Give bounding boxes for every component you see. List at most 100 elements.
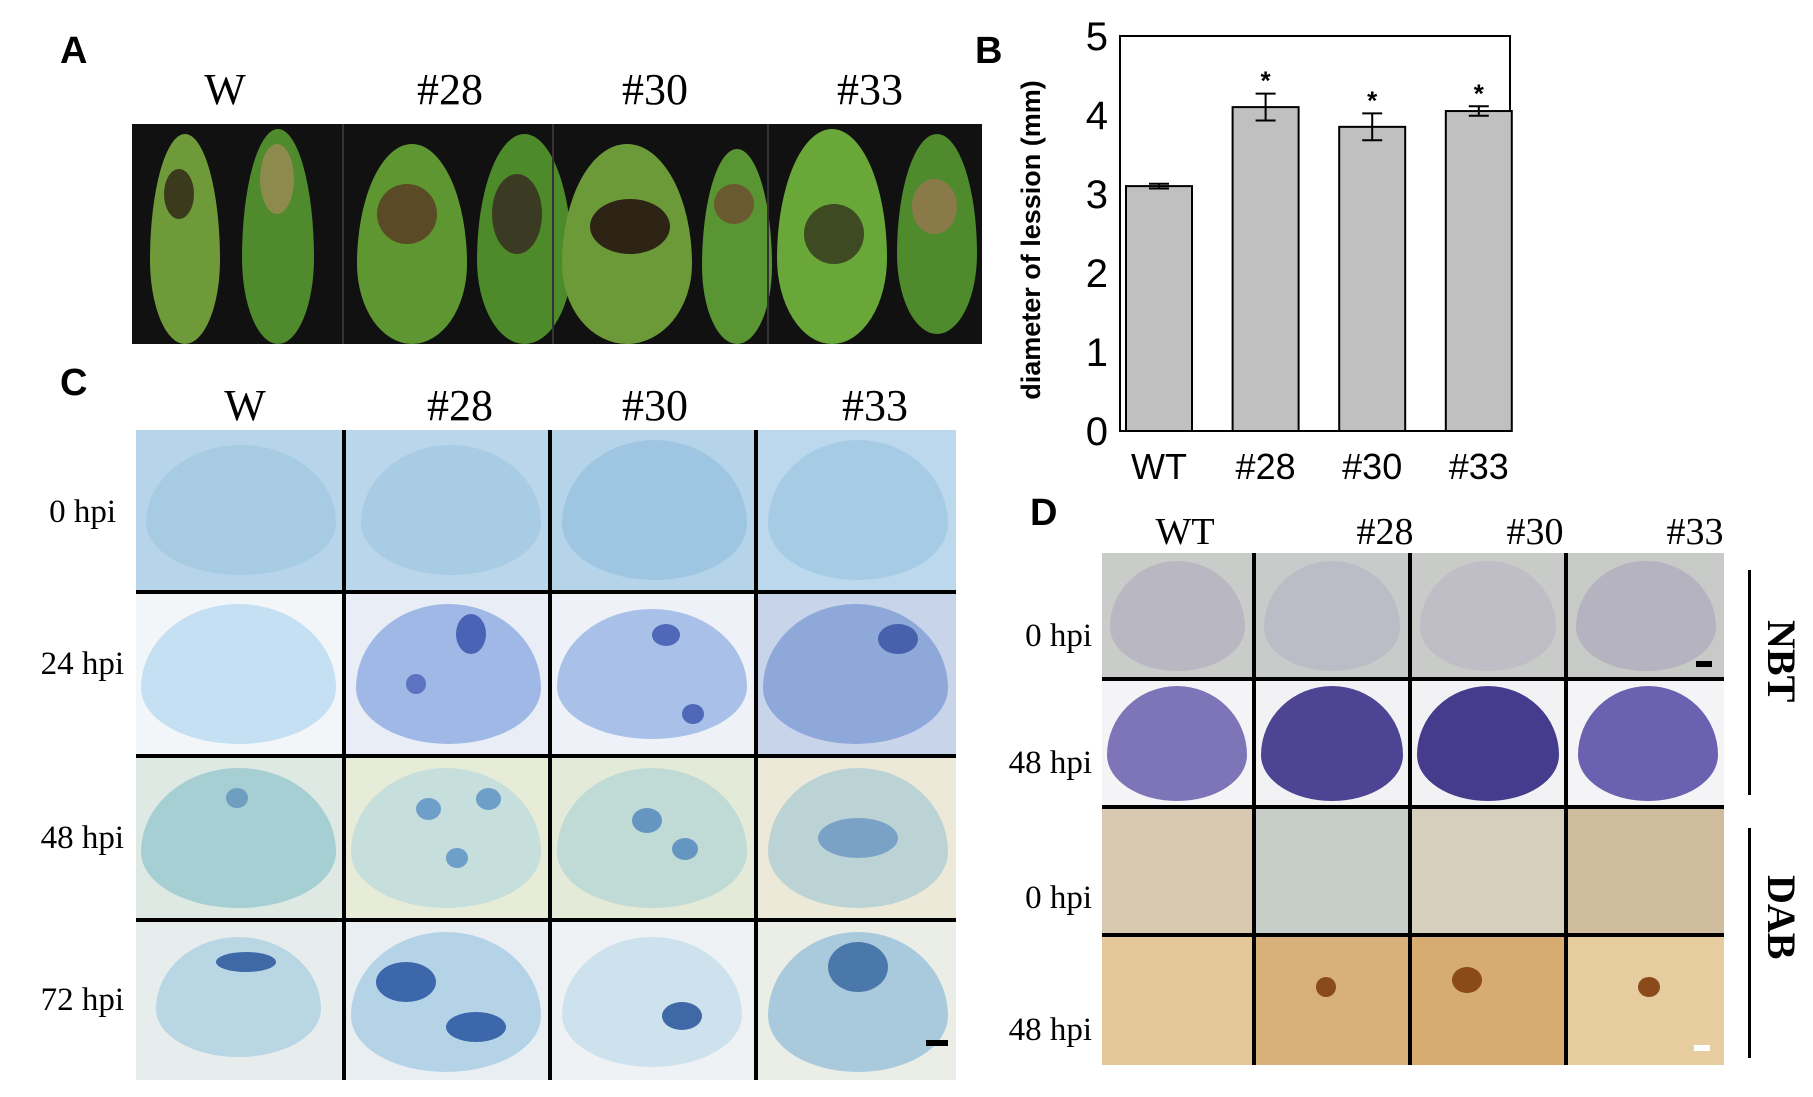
stain-cell <box>1102 681 1252 805</box>
panel-a-col-label: #33 <box>837 65 903 114</box>
divider <box>767 124 769 344</box>
stain-cell <box>552 594 754 754</box>
stain-spot <box>446 848 468 868</box>
leaf <box>1110 561 1245 671</box>
panel-c-col-label: #28 <box>427 381 493 430</box>
dab-bracket-line <box>1748 828 1751 1058</box>
y-tick-label: 1 <box>1086 331 1108 375</box>
stain-cell <box>1412 937 1564 1065</box>
panel-c-row-label: 24 hpi <box>40 646 124 682</box>
stain-cell <box>1256 553 1408 677</box>
lesion <box>492 174 542 254</box>
lesion <box>260 144 294 214</box>
stain-cell <box>346 758 548 918</box>
panel-a-letter: A <box>60 30 88 72</box>
leaf <box>763 604 948 744</box>
leaf <box>562 440 747 580</box>
panel-d-row-label: 0 hpi <box>1025 880 1092 916</box>
stain-cell <box>1568 809 1724 933</box>
x-category-label: #33 <box>1449 446 1509 487</box>
lesion <box>804 204 864 264</box>
leaf <box>351 768 541 908</box>
panel-a-col-label: #28 <box>417 65 483 114</box>
panel-d-row-label: 48 hpi <box>1008 745 1092 781</box>
lesion <box>377 184 437 244</box>
panel-d-col-label: #30 <box>1506 511 1564 553</box>
panel-d-stain-grid <box>1102 553 1724 1065</box>
stain-spot <box>818 818 898 858</box>
y-tick-label: 2 <box>1086 252 1108 296</box>
y-tick-label: 5 <box>1086 15 1108 59</box>
stain-cell <box>758 430 956 590</box>
stain-cell <box>1102 809 1252 933</box>
panel-c-trypan-grid <box>136 430 956 1080</box>
bar <box>1444 110 1513 433</box>
bar <box>1338 125 1407 432</box>
stain-cell <box>758 922 956 1080</box>
panel-a-col-label: W <box>204 65 246 114</box>
leaf <box>557 768 747 908</box>
stain-spot <box>878 624 918 654</box>
stain-spot <box>1316 977 1336 997</box>
panel-c-row-label: 72 hpi <box>40 982 124 1018</box>
lesion-diameter-chart: diameter of lession (mm) 0 1 2 3 4 5 * * * WT #2… <box>1016 15 1513 487</box>
stain-cell <box>136 594 342 754</box>
panel-c-col-label: #30 <box>622 381 688 430</box>
leaf <box>1107 686 1247 801</box>
dab-label: DAB <box>1759 875 1804 960</box>
panel-d-col-label: #33 <box>1666 511 1724 553</box>
panel-d-col-label: #28 <box>1356 511 1414 553</box>
leaf <box>351 932 541 1072</box>
lesion <box>714 184 754 224</box>
stain-cell <box>136 922 342 1080</box>
x-category-label: WT <box>1131 446 1187 487</box>
stain-spot <box>476 788 501 810</box>
stain-cell <box>1568 681 1724 805</box>
y-tick-label: 0 <box>1086 410 1108 454</box>
stain-cell <box>1256 681 1408 805</box>
panel-d-letter: D <box>1030 492 1058 534</box>
leaf <box>1417 686 1559 801</box>
stain-spot <box>1452 967 1482 993</box>
panel-c-col-label: W <box>224 381 266 430</box>
stain-cell <box>136 758 342 918</box>
leaf <box>768 440 948 580</box>
panel-d-row-label: 0 hpi <box>1025 618 1092 654</box>
stain-cell <box>346 594 548 754</box>
panel-a-leaf-photo <box>132 124 982 344</box>
leaf <box>361 445 541 575</box>
stain-cell <box>552 922 754 1080</box>
stain-spot <box>672 838 698 860</box>
panel-d-col-label: WT <box>1155 511 1215 553</box>
stain-spot <box>226 788 248 808</box>
scale-bar <box>926 1040 948 1046</box>
x-category-label: #28 <box>1236 446 1296 487</box>
panel-c-row-label: 48 hpi <box>40 820 124 856</box>
leaf <box>1264 561 1400 671</box>
panel-c-row-label: 0 hpi <box>49 494 116 530</box>
y-axis-label: diameter of lession (mm) <box>1016 80 1046 400</box>
leaf <box>562 937 742 1067</box>
divider <box>552 124 554 344</box>
y-tick-label: 3 <box>1086 173 1108 217</box>
stain-spot <box>376 962 436 1002</box>
leaf <box>357 144 467 344</box>
divider <box>342 124 344 344</box>
lesion <box>912 179 957 234</box>
stain-spot <box>632 808 662 833</box>
significance-marker: * <box>1474 78 1485 108</box>
stain-cell <box>1412 809 1564 933</box>
stain-cell <box>1102 553 1252 677</box>
leaf <box>897 134 977 334</box>
leaf <box>1420 561 1556 671</box>
stain-cell <box>1412 681 1564 805</box>
stain-cell <box>1568 937 1724 1065</box>
lesion <box>590 199 670 254</box>
stain-cell <box>1256 809 1408 933</box>
stain-spot <box>216 952 276 972</box>
stain-cell <box>758 758 956 918</box>
lesion <box>164 169 194 219</box>
x-category-label: #30 <box>1342 446 1402 487</box>
panel-c-letter: C <box>60 362 88 404</box>
stain-spot <box>682 704 704 724</box>
